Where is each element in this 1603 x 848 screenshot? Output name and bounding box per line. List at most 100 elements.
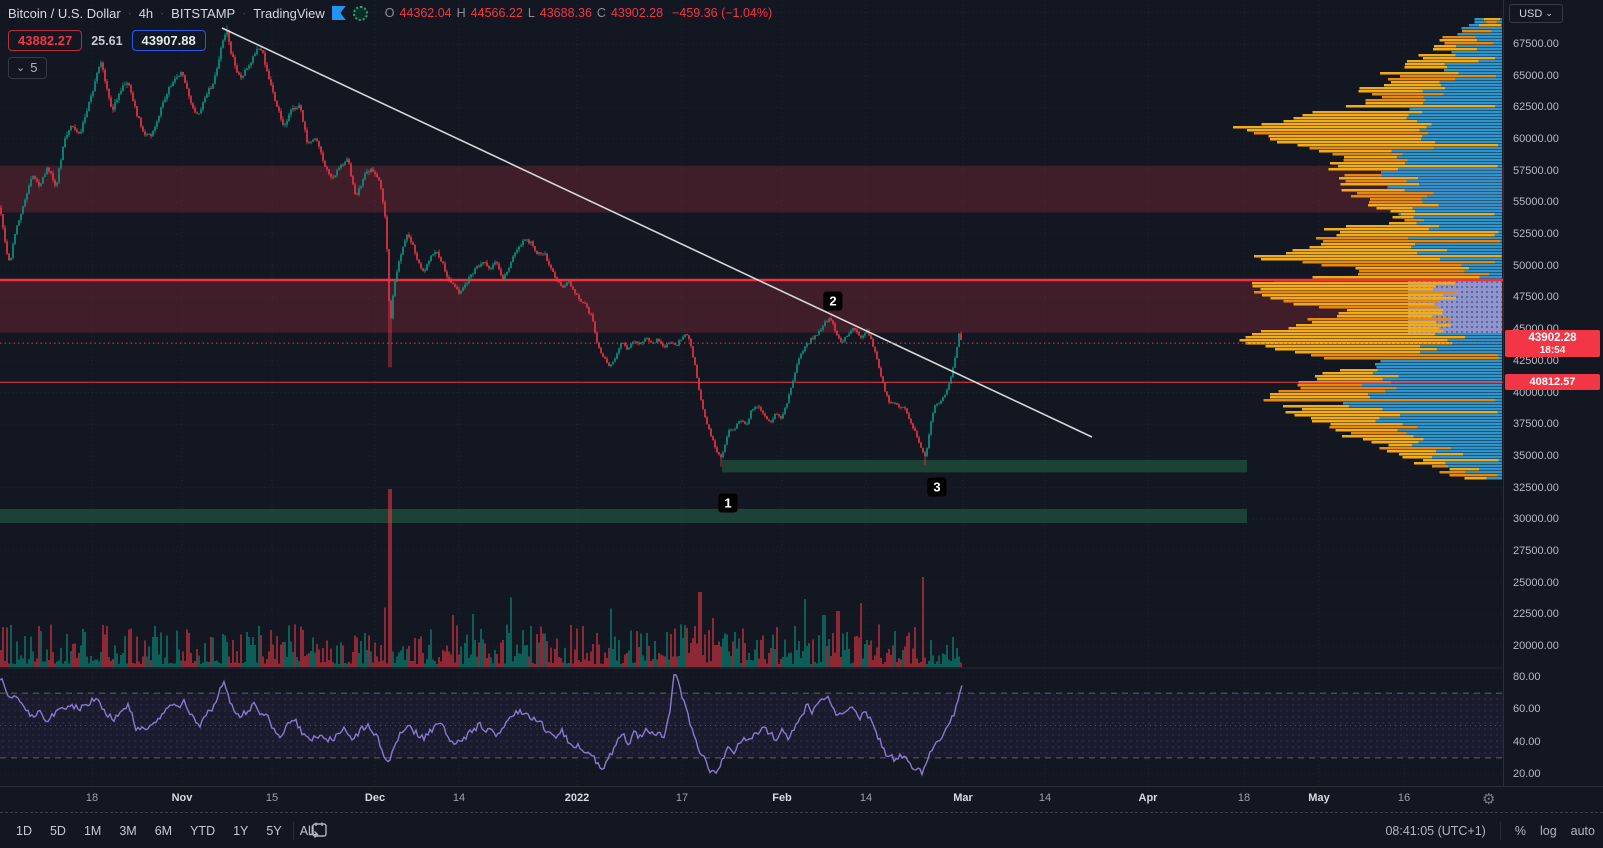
rsi-tick-label: 40.00 (1513, 735, 1541, 748)
ohlc-value: 43688.36 (539, 6, 592, 20)
brand-label[interactable]: TradingView (253, 5, 325, 21)
alert-level-badge: 40812.57 (1505, 374, 1600, 390)
ohlc-values: O 44362.04 H 44566.22 L 43688.36 C 43902.28 (385, 6, 663, 20)
rsi-line (0, 674, 963, 777)
objects-tree-toggle[interactable]: ⌄ 5 (8, 57, 48, 79)
separator: · (242, 6, 247, 20)
rsi-tick-label: 60.00 (1513, 703, 1541, 716)
spread-value: 25.61 (91, 33, 123, 48)
volume-profile (1232, 18, 1502, 480)
time-tick-label: 18 (85, 792, 99, 804)
time-tick-label: May (1308, 792, 1330, 804)
price-tick-label: 62500.00 (1513, 101, 1559, 114)
sell-price-button[interactable]: 43882.27 (8, 30, 83, 51)
toolbar-divider (1499, 822, 1501, 840)
price-tick-label: 27500.00 (1513, 544, 1559, 557)
time-tick-label: Mar (953, 792, 973, 804)
price-tick-label: 30000.00 (1513, 513, 1559, 526)
price-tick-label: 37500.00 (1513, 418, 1559, 431)
price-tick-label: 25000.00 (1513, 576, 1559, 589)
scale-button-auto[interactable]: auto (1570, 824, 1595, 838)
ohlc-key: H (456, 6, 466, 20)
marker-label-2[interactable]: 2 (823, 291, 843, 311)
scale-button-percent[interactable]: % (1514, 824, 1526, 838)
rsi-tick-label: 20.00 (1513, 768, 1541, 780)
time-tick-label: 2022 (564, 792, 590, 804)
range-button-6m[interactable]: 6M (154, 824, 173, 838)
price-tick-label: 42500.00 (1513, 354, 1559, 367)
chevron-down-icon: ⌄ (1545, 8, 1553, 18)
time-tick-label: 14 (1038, 792, 1052, 804)
price-tick-label: 22500.00 (1513, 608, 1559, 621)
go-to-date-icon[interactable] (308, 820, 329, 846)
separator: · (127, 6, 132, 20)
level-lines[interactable] (0, 278, 1503, 383)
range-button-ytd[interactable]: YTD (190, 824, 216, 838)
ohlc-key: O (384, 6, 395, 20)
price-tick-label: 65000.00 (1513, 69, 1559, 82)
ohlc-value: 44566.22 (470, 6, 523, 20)
ohlc-value: 43902.28 (610, 6, 664, 20)
time-tick-label: 18 (1237, 792, 1251, 804)
price-tick-label: 35000.00 (1513, 449, 1559, 462)
toolbar-right-group: 08:41:05 (UTC+1) % log auto (1385, 813, 1595, 848)
interval-label[interactable]: 4h (138, 5, 154, 21)
price-tick-label: 55000.00 (1513, 196, 1559, 209)
time-tick-label: 14 (859, 792, 873, 804)
marker-label-3[interactable]: 3 (927, 477, 947, 497)
market-status-icon[interactable] (352, 5, 368, 21)
price-scale[interactable]: 70000.0067500.0065000.0062500.0060000.00… (1503, 0, 1603, 786)
rsi-pane (0, 667, 1503, 777)
chevron-down-icon: ⌄ (16, 61, 26, 74)
currency-label: USD (1519, 7, 1543, 20)
range-button-3m[interactable]: 3M (119, 824, 137, 838)
marker-label-1[interactable]: 1 (718, 493, 738, 513)
chart-canvas[interactable] (0, 0, 1503, 786)
chart-legend-bar: Bitcoin / U.S. Dollar · 4h · BITSTAMP · … (8, 3, 772, 23)
buy-price-button[interactable]: 43907.88 (131, 30, 206, 51)
range-button-5y[interactable]: 5Y (266, 824, 282, 838)
price-tick-label: 47500.00 (1513, 291, 1559, 304)
bottom-toolbar: 1D 5D 1M 3M 6M YTD 1Y 5Y All 08:41:05 (UTC+1) % l… (0, 812, 1603, 848)
bar-countdown: 18:54 (1539, 345, 1566, 356)
volume-histogram (0, 489, 962, 667)
price-tick-label: 32500.00 (1513, 481, 1559, 494)
time-tick-label: 16 (1397, 792, 1411, 804)
time-tick-label: Dec (364, 792, 386, 804)
rsi-tick-label: 80.00 (1513, 671, 1541, 683)
price-tick-label: 67500.00 (1513, 37, 1559, 50)
change-value: −459.36 (−1.04%) (672, 6, 773, 20)
time-tick-label: 14 (452, 792, 466, 804)
zone-rectangles[interactable] (0, 165, 1503, 524)
gear-icon[interactable]: ⚙ (1482, 791, 1496, 808)
time-tick-label: 17 (675, 792, 689, 804)
time-scale[interactable]: ⚙ 18 Nov 15 Dec 14 2022 17 Feb 14 Mar 14 Apr 18 May 16 (0, 786, 1603, 813)
scale-button-log[interactable]: log (1539, 824, 1557, 838)
ohlc-key: C (596, 6, 606, 20)
range-button-1y[interactable]: 1Y (233, 824, 249, 838)
exchange-label: BITSTAMP (171, 5, 236, 21)
symbol-title[interactable]: Bitcoin / U.S. Dollar (8, 5, 121, 21)
quote-row: 43882.27 25.61 43907.88 (8, 30, 206, 51)
objects-count: 5 (30, 60, 38, 75)
time-tick-label: Nov (171, 792, 193, 804)
trendline[interactable] (221, 27, 1093, 438)
time-tick-label: 15 (265, 792, 279, 804)
range-buttons: 1D 5D 1M 3M 6M YTD 1Y 5Y All (8, 813, 322, 848)
price-tick-label: 52500.00 (1513, 228, 1559, 241)
clock-label[interactable]: 08:41:05 (UTC+1) (1385, 824, 1486, 838)
separator: · (160, 6, 165, 20)
range-button-5d[interactable]: 5D (49, 824, 66, 838)
ohlc-key: L (527, 6, 535, 20)
price-tick-label: 50000.00 (1513, 259, 1559, 272)
time-tick-label: Feb (772, 792, 792, 804)
flag-icon[interactable] (331, 6, 346, 20)
last-price-badge: 43902.28 18:54 (1505, 330, 1600, 357)
price-tick-label: 57500.00 (1513, 164, 1559, 177)
candles-series (0, 24, 962, 467)
range-button-1d[interactable]: 1D (16, 824, 32, 838)
currency-toggle-button[interactable]: USD ⌄ (1509, 4, 1563, 23)
price-tick-label: 20000.00 (1513, 640, 1559, 653)
range-button-1m[interactable]: 1M (83, 824, 102, 838)
